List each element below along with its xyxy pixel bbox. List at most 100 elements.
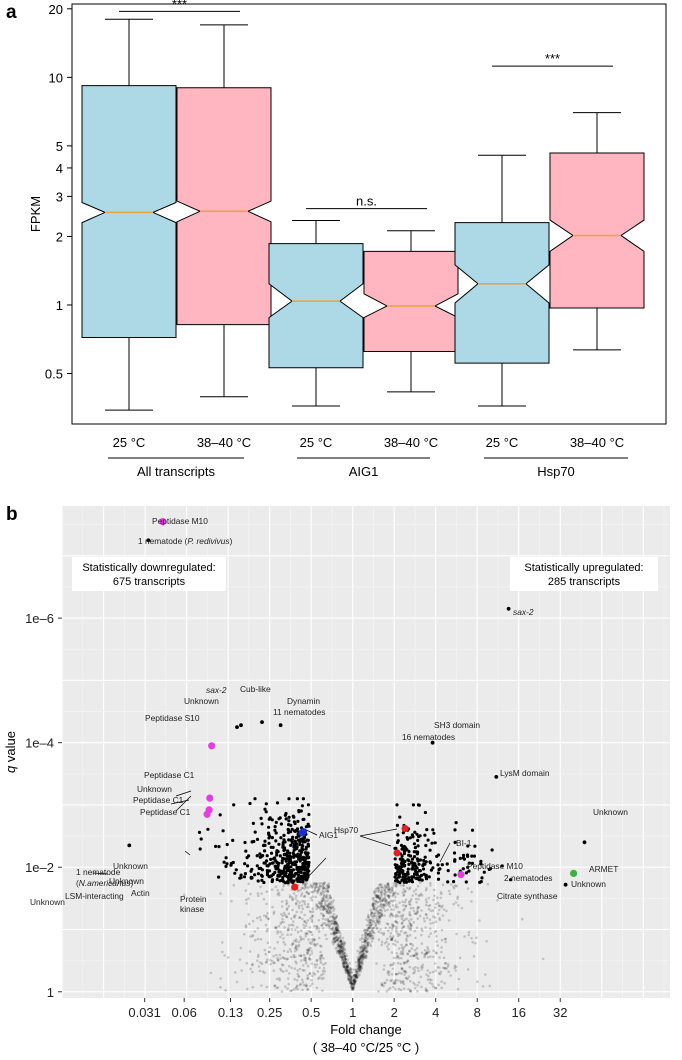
background-point bbox=[310, 916, 314, 919]
background-point bbox=[254, 938, 257, 942]
background-point bbox=[470, 937, 473, 940]
background-point bbox=[378, 896, 381, 900]
background-point bbox=[323, 887, 326, 891]
background-point bbox=[361, 955, 365, 958]
significant-point bbox=[292, 874, 296, 878]
background-point bbox=[327, 922, 330, 926]
background-point bbox=[324, 903, 327, 907]
background-point bbox=[332, 909, 335, 913]
background-point bbox=[295, 926, 299, 929]
significance-label: *** bbox=[545, 51, 560, 66]
condition-label: 25 °C bbox=[486, 435, 519, 450]
background-point bbox=[301, 917, 304, 921]
background-point bbox=[380, 890, 383, 894]
x-tick-label: 2 bbox=[391, 1005, 398, 1020]
background-point bbox=[356, 949, 360, 953]
background-point bbox=[326, 890, 330, 893]
background-point bbox=[428, 971, 432, 974]
background-point bbox=[336, 938, 340, 942]
background-point bbox=[398, 971, 401, 975]
significant-point bbox=[394, 846, 398, 850]
background-point bbox=[435, 952, 438, 955]
background-point bbox=[361, 950, 365, 953]
background-point bbox=[440, 950, 443, 954]
background-point bbox=[396, 940, 399, 944]
background-point bbox=[313, 886, 317, 890]
background-point bbox=[368, 921, 371, 925]
background-point bbox=[343, 954, 347, 958]
background-point bbox=[306, 919, 310, 922]
background-point bbox=[355, 964, 359, 968]
background-point bbox=[226, 956, 230, 959]
background-point bbox=[319, 959, 322, 962]
significant-point bbox=[301, 838, 305, 842]
background-point bbox=[357, 967, 360, 970]
background-point bbox=[315, 959, 319, 962]
significant-point bbox=[403, 863, 407, 868]
background-point bbox=[401, 915, 405, 918]
background-point bbox=[311, 914, 315, 918]
background-point bbox=[361, 962, 364, 966]
background-point bbox=[279, 922, 283, 925]
background-point bbox=[382, 933, 385, 936]
background-point bbox=[414, 965, 417, 969]
background-point bbox=[370, 918, 373, 922]
background-point bbox=[313, 963, 317, 966]
background-point bbox=[329, 912, 333, 915]
background-point bbox=[354, 979, 358, 982]
background-point bbox=[383, 941, 387, 945]
background-point bbox=[440, 906, 443, 909]
background-point bbox=[369, 921, 372, 924]
highlight-point-magenta bbox=[208, 742, 216, 750]
significant-point bbox=[482, 870, 486, 874]
significant-point bbox=[394, 872, 398, 876]
background-point bbox=[496, 899, 499, 902]
background-point bbox=[363, 941, 367, 944]
background-point bbox=[377, 894, 381, 898]
background-point bbox=[332, 938, 336, 941]
significant-point bbox=[454, 821, 458, 825]
background-point bbox=[438, 956, 441, 959]
background-point bbox=[368, 943, 372, 946]
background-point bbox=[321, 922, 325, 925]
background-point bbox=[357, 960, 361, 964]
background-point bbox=[334, 938, 337, 942]
background-point bbox=[355, 968, 358, 972]
background-point bbox=[383, 903, 386, 907]
background-point bbox=[286, 928, 290, 932]
background-point bbox=[354, 979, 357, 983]
significant-point bbox=[251, 821, 255, 826]
background-point bbox=[324, 894, 327, 898]
background-point bbox=[309, 984, 312, 988]
significant-point bbox=[244, 849, 248, 853]
background-point bbox=[408, 911, 411, 914]
background-point bbox=[388, 902, 391, 905]
background-point bbox=[396, 979, 400, 982]
background-point bbox=[239, 946, 243, 950]
background-point bbox=[273, 984, 277, 988]
background-point bbox=[467, 930, 471, 934]
background-point bbox=[339, 940, 343, 944]
background-point bbox=[257, 894, 260, 897]
background-point bbox=[333, 907, 336, 911]
background-point bbox=[299, 938, 303, 942]
background-point bbox=[339, 946, 342, 949]
background-point bbox=[346, 966, 349, 969]
background-point bbox=[406, 952, 409, 955]
significant-point bbox=[423, 833, 427, 837]
background-point bbox=[350, 976, 353, 980]
background-point bbox=[316, 970, 320, 973]
x-tick-label: 32 bbox=[553, 1005, 567, 1020]
background-point bbox=[377, 990, 380, 993]
background-point bbox=[240, 969, 243, 972]
significant-point bbox=[431, 828, 435, 832]
background-point bbox=[406, 959, 410, 962]
highlight-point-black bbox=[235, 725, 239, 729]
background-point bbox=[399, 914, 403, 918]
background-point bbox=[390, 886, 394, 890]
volcano-x-ticks: 0.031 0.06 0.13 0.25 0.5 1 2 4 8 16 32 bbox=[128, 998, 567, 1020]
background-point bbox=[338, 947, 342, 951]
background-point bbox=[303, 969, 306, 972]
background-point bbox=[433, 962, 437, 965]
background-point bbox=[294, 940, 298, 943]
